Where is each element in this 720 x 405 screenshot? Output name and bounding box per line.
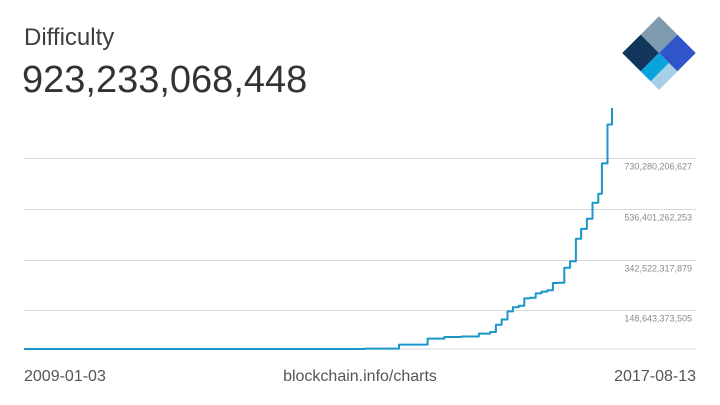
- logo-top-square: [640, 16, 678, 53]
- y-tick-label: 536,401,262,253: [624, 213, 692, 223]
- grid-layer: [24, 158, 696, 350]
- chart-source-label: blockchain.info/charts: [283, 368, 437, 385]
- blockchain-logo-icon: [622, 16, 696, 90]
- y-tick-label: 730,280,206,627: [624, 162, 692, 172]
- logo-left-square: [622, 34, 659, 72]
- x-axis-end-label: 2017-08-13: [614, 368, 696, 385]
- x-axis-start-label: 2009-01-03: [24, 368, 106, 385]
- logo-accent: [650, 62, 678, 90]
- y-tick-label: 148,643,373,505: [624, 314, 692, 324]
- y-tick-label: 342,522,317,879: [624, 264, 692, 274]
- difficulty-series-line: [24, 108, 613, 350]
- chart-title: Difficulty: [24, 24, 115, 51]
- y-tick-labels: 148,643,373,505 342,522,317,879 536,401,26…: [624, 162, 692, 324]
- current-difficulty-value: 923,233,068,448: [22, 59, 308, 101]
